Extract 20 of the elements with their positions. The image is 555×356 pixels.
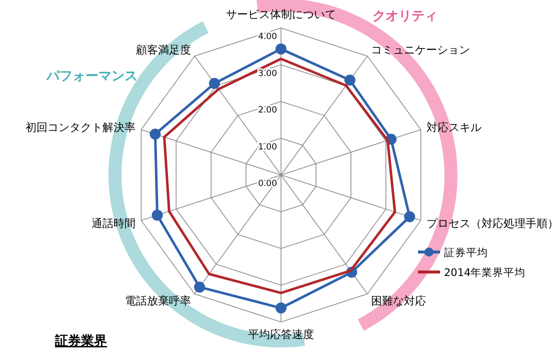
y-tick-label: 2.00: [258, 106, 277, 116]
spoke-label: 対応スキル: [426, 121, 482, 134]
text: クオリティ: [372, 9, 438, 24]
y-tick-label: 0.00: [258, 179, 277, 189]
legend-label: 証券平均: [444, 246, 488, 259]
spoke-label: 顧客満足度: [136, 44, 192, 57]
spoke-label: 通話時間: [91, 216, 136, 230]
spoke-label: コミュニケーション: [370, 44, 470, 57]
spoke-label: サービス体制について: [226, 8, 336, 21]
spoke-label: 平均応答速度: [248, 328, 314, 341]
spoke-label: プロセス（対応処理手順）: [426, 216, 555, 230]
text: 証券業界: [54, 333, 107, 349]
spoke-label: 電話放棄呼率: [125, 294, 192, 308]
y-tick-label: 4.00: [258, 32, 277, 42]
spoke-label: 困難な対応: [370, 294, 426, 308]
spoke-label: 初回コンタクト解決率: [25, 121, 136, 134]
y-tick-label: 3.00: [258, 68, 277, 79]
y-tick-label: 1.00: [258, 142, 277, 152]
text: パフォーマンス: [46, 69, 138, 84]
legend-label: 2014年業界平均: [444, 267, 526, 279]
